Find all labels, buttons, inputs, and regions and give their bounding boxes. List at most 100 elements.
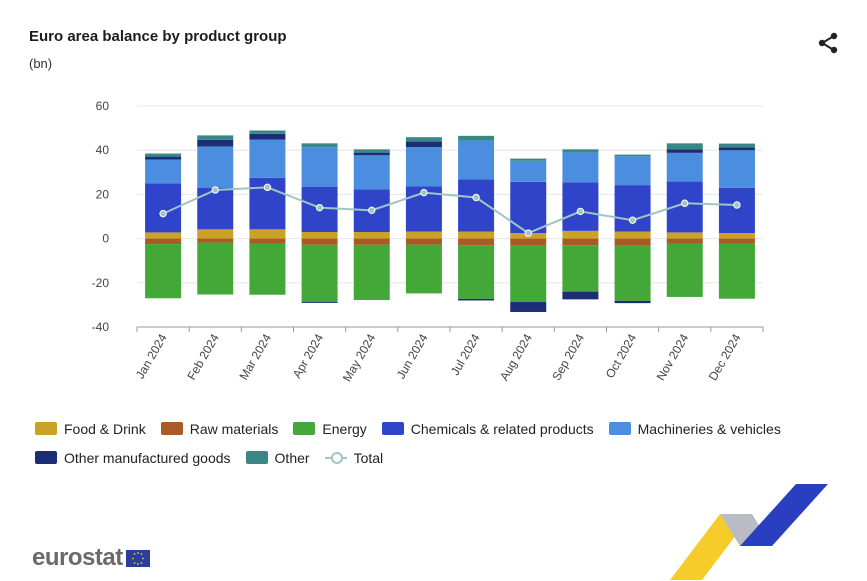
bar-segment-other[interactable] bbox=[458, 135, 495, 141]
bar-segment-mach[interactable] bbox=[405, 147, 442, 187]
bar-segment-energy[interactable] bbox=[562, 245, 599, 292]
bar-segment-mach[interactable] bbox=[666, 152, 703, 182]
bar-segment-raw[interactable] bbox=[718, 238, 755, 244]
bar-segment-raw[interactable] bbox=[510, 238, 547, 246]
bar-segment-food[interactable] bbox=[458, 231, 495, 239]
total-point[interactable] bbox=[681, 199, 689, 207]
bar-segment-energy[interactable] bbox=[301, 244, 338, 302]
bar-segment-otherman[interactable] bbox=[405, 141, 442, 148]
total-point[interactable] bbox=[263, 183, 272, 192]
bar-segment-otherman[interactable] bbox=[562, 291, 599, 300]
bar-segment-chem[interactable] bbox=[614, 185, 651, 232]
bar-segment-energy[interactable] bbox=[666, 243, 703, 297]
bar-segment-food[interactable] bbox=[405, 231, 442, 239]
bar-segment-mach[interactable] bbox=[301, 147, 338, 187]
bar-segment-raw[interactable] bbox=[666, 238, 703, 244]
bar-segment-energy[interactable] bbox=[458, 245, 495, 299]
bar-segment-food[interactable] bbox=[614, 231, 651, 239]
bar-segment-raw[interactable] bbox=[197, 238, 234, 243]
bar-segment-otherman[interactable] bbox=[458, 298, 495, 301]
bar-segment-energy[interactable] bbox=[197, 242, 234, 295]
bar-segment-mach[interactable] bbox=[458, 140, 495, 180]
bar-segment-food[interactable] bbox=[666, 232, 703, 239]
bar-segment-energy[interactable] bbox=[145, 244, 182, 299]
bar-segment-mach[interactable] bbox=[145, 159, 182, 184]
bar-segment-raw[interactable] bbox=[145, 238, 182, 245]
bar-segment-otherman[interactable] bbox=[145, 156, 182, 160]
bar-segment-mach[interactable] bbox=[718, 150, 755, 188]
legend-label: Raw materials bbox=[189, 420, 279, 437]
bar-segment-otherman[interactable] bbox=[510, 302, 547, 312]
bar-segment-otherman[interactable] bbox=[197, 139, 234, 147]
legend-item-machineries[interactable]: Machineries & vehicles bbox=[608, 421, 781, 437]
bar-segment-mach[interactable] bbox=[249, 139, 286, 178]
bar-segment-chem[interactable] bbox=[718, 187, 755, 234]
bar-segment-raw[interactable] bbox=[562, 238, 599, 246]
total-point[interactable] bbox=[159, 209, 167, 218]
total-point[interactable] bbox=[368, 206, 376, 215]
bar-segment-other[interactable] bbox=[197, 135, 234, 140]
bar-segment-other[interactable] bbox=[249, 130, 286, 134]
bar-segment-other[interactable] bbox=[562, 149, 599, 153]
bar-segment-mach[interactable] bbox=[614, 156, 651, 186]
legend-label: Total bbox=[353, 449, 384, 466]
total-point[interactable] bbox=[733, 201, 741, 209]
bar-segment-chem[interactable] bbox=[562, 182, 599, 231]
bar-segment-energy[interactable] bbox=[614, 245, 651, 301]
bar-segment-energy[interactable] bbox=[718, 243, 755, 299]
total-point[interactable] bbox=[576, 207, 585, 216]
legend-swatch bbox=[608, 422, 631, 435]
bar-segment-other[interactable] bbox=[301, 143, 338, 148]
bar-segment-otherman[interactable] bbox=[353, 152, 390, 156]
bar-segment-otherman[interactable] bbox=[666, 149, 703, 153]
bar-segment-other[interactable] bbox=[666, 143, 703, 150]
bar-segment-otherman[interactable] bbox=[718, 147, 755, 151]
bar-segment-mach[interactable] bbox=[197, 146, 234, 188]
total-point[interactable] bbox=[420, 188, 428, 197]
y-tick-label: 20 bbox=[96, 187, 110, 201]
total-point[interactable] bbox=[628, 216, 637, 224]
bar-segment-energy[interactable] bbox=[510, 245, 547, 303]
bar-segment-other[interactable] bbox=[405, 137, 442, 142]
bar-segment-food[interactable] bbox=[562, 230, 599, 239]
legend-item-energy[interactable]: Energy bbox=[293, 421, 367, 437]
bar-segment-raw[interactable] bbox=[458, 238, 495, 246]
bar-segment-mach[interactable] bbox=[510, 160, 547, 182]
bar-segment-other[interactable] bbox=[145, 153, 182, 157]
bar-segment-chem[interactable] bbox=[197, 187, 234, 230]
bar-segment-mach[interactable] bbox=[562, 152, 599, 183]
bar-segment-raw[interactable] bbox=[614, 238, 651, 246]
legend-item-chemicals[interactable]: Chemicals & related products bbox=[381, 421, 594, 437]
bar-segment-other[interactable] bbox=[353, 149, 390, 153]
bar-segment-otherman[interactable] bbox=[249, 133, 286, 140]
bar-segment-raw[interactable] bbox=[353, 238, 390, 245]
legend-item-food[interactable]: Food & Drink bbox=[35, 421, 146, 437]
bar-segment-energy[interactable] bbox=[249, 243, 286, 295]
total-point[interactable] bbox=[524, 229, 532, 237]
bar-segment-raw[interactable] bbox=[405, 238, 442, 245]
bar-segment-raw[interactable] bbox=[249, 238, 286, 244]
bar-segment-otherman[interactable] bbox=[301, 301, 338, 303]
legend-item-other[interactable]: Other bbox=[245, 450, 310, 466]
bar-segment-food[interactable] bbox=[718, 233, 755, 239]
bar-segment-other[interactable] bbox=[614, 154, 651, 157]
legend-item-total[interactable]: Total bbox=[324, 449, 384, 466]
bar-segment-mach[interactable] bbox=[353, 155, 390, 190]
total-point[interactable] bbox=[211, 186, 219, 194]
total-point[interactable] bbox=[472, 193, 480, 202]
bar-segment-energy[interactable] bbox=[353, 244, 390, 301]
bar-segment-raw[interactable] bbox=[301, 238, 338, 245]
share-icon[interactable] bbox=[816, 31, 840, 55]
bar-segment-food[interactable] bbox=[353, 231, 390, 239]
legend-item-raw-materials[interactable]: Raw materials bbox=[160, 420, 279, 437]
bar-segment-food[interactable] bbox=[249, 229, 286, 239]
bar-segment-energy[interactable] bbox=[405, 244, 442, 294]
bar-segment-otherman[interactable] bbox=[614, 300, 651, 304]
total-point[interactable] bbox=[315, 203, 324, 212]
bar-segment-other[interactable] bbox=[718, 143, 755, 148]
bar-segment-other[interactable] bbox=[510, 158, 547, 161]
bar-segment-food[interactable] bbox=[197, 229, 234, 239]
legend-item-other-manufactured[interactable]: Other manufactured goods bbox=[35, 450, 231, 466]
bar-segment-food[interactable] bbox=[145, 232, 182, 239]
bar-segment-food[interactable] bbox=[301, 231, 338, 239]
